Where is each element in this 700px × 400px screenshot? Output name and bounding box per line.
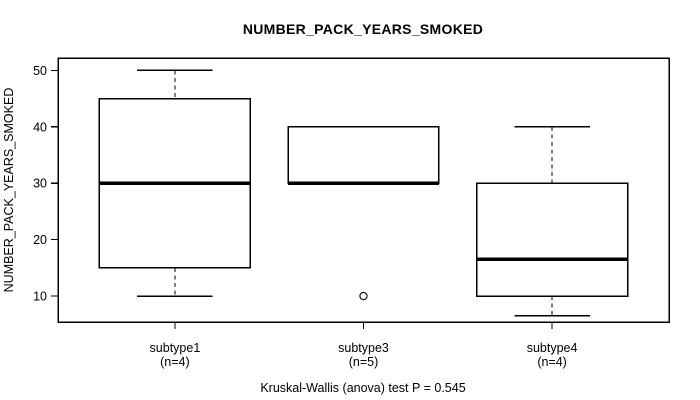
outlier-point [359,291,368,301]
y-tick-label: 10 [33,290,47,304]
x-group-count-label: (n=4) [537,355,567,369]
iqr-box [287,126,440,184]
x-group-label: subtype3 [338,341,389,355]
y-tick-label: 40 [33,120,47,134]
y-axis: 10 20 30 40 50 [33,64,58,304]
chart-title: NUMBER_PACK_YEARS_SMOKED [243,21,483,37]
boxplot-group [475,126,629,317]
y-tick-label: 50 [33,64,47,78]
y-tick-label: 30 [33,177,47,191]
boxplot-group [287,126,440,301]
x-group-label: subtype4 [527,341,578,355]
stat-test-caption: Kruskal-Wallis (anova) test P = 0.545 [260,381,465,395]
boxplots [98,69,629,317]
x-group-count-label: (n=4) [160,355,190,369]
x-group-label: subtype1 [150,341,201,355]
y-axis-title: NUMBER_PACK_YEARS_SMOKED [2,88,16,293]
boxplot-group [98,69,252,297]
x-axis: subtype1(n=4)subtype3(n=5)subtype4(n=4) [150,322,578,369]
x-group-count-label: (n=5) [349,355,379,369]
y-tick-label: 20 [33,233,47,247]
iqr-box [475,182,629,297]
